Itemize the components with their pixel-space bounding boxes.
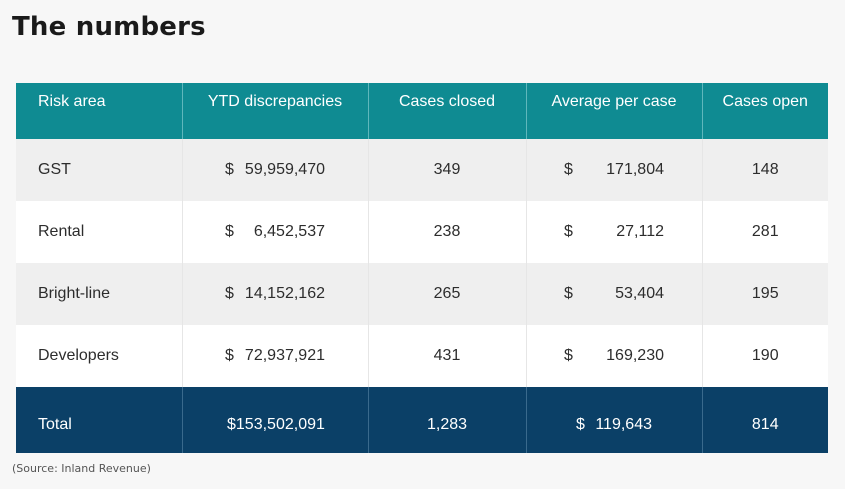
amount: 72,937,921 [244, 347, 325, 364]
currency-symbol: $ [564, 285, 573, 302]
table-row: Developers $ 72,937,921 431 $ 169,230 19… [16, 325, 828, 387]
amount: 6,452,537 [253, 223, 325, 240]
currency-symbol: $ [225, 161, 234, 178]
table-row: GST $ 59,959,470 349 $ 171,804 148 [16, 139, 828, 201]
money-value: $ 72,937,921 [225, 347, 325, 365]
cell-total-average-per-case: $ 119,643 [526, 387, 703, 453]
amount: 119,643 [595, 415, 652, 433]
amount: 171,804 [606, 161, 664, 178]
amount: 14,152,162 [244, 285, 325, 302]
table-row: Rental $ 6,452,537 238 $ 27,112 281 [16, 201, 828, 263]
currency-symbol: $ [564, 161, 573, 178]
currency-symbol: $ [225, 285, 234, 302]
cell-risk-area: Rental [16, 201, 183, 263]
money-value: $ 53,404 [564, 285, 664, 303]
currency-symbol: $ [564, 347, 573, 364]
table-body: GST $ 59,959,470 349 $ 171,804 148 [16, 139, 828, 387]
numbers-table: Risk area YTD discrepancies Cases closed… [16, 83, 828, 453]
header-row: Risk area YTD discrepancies Cases closed… [16, 83, 828, 139]
cell-risk-area: Developers [16, 325, 183, 387]
money-value: $ 169,230 [564, 347, 664, 365]
cell-risk-area: GST [16, 139, 183, 201]
cell-average-per-case: $ 53,404 [526, 263, 703, 325]
cell-cases-open: 148 [702, 139, 828, 201]
cell-average-per-case: $ 27,112 [526, 201, 703, 263]
cell-cases-open: 195 [702, 263, 828, 325]
header-average-per-case: Average per case [526, 83, 703, 139]
money-value: $ 119,643 [576, 416, 652, 434]
currency-symbol: $ [225, 347, 234, 364]
cell-cases-closed: 349 [368, 139, 527, 201]
cell-average-per-case: $ 169,230 [526, 325, 703, 387]
currency-symbol: $ [576, 415, 585, 433]
page-title: The numbers [12, 12, 206, 42]
amount: 59,959,470 [244, 161, 325, 178]
cell-ytd-discrepancies: $ 72,937,921 [182, 325, 369, 387]
cell-total-cases-closed: 1,283 [368, 387, 527, 453]
total-row: Total $ 153,502,091 1,283 $ 119,643 814 [16, 387, 828, 453]
currency-symbol: $ [564, 223, 573, 240]
header-cases-open: Cases open [702, 83, 828, 139]
source-note: (Source: Inland Revenue) [12, 462, 151, 475]
amount: 153,502,091 [235, 415, 325, 433]
header-risk-area: Risk area [16, 83, 183, 139]
table-row: Bright-line $ 14,152,162 265 $ 53,404 19… [16, 263, 828, 325]
cell-total-cases-open: 814 [702, 387, 828, 453]
cell-average-per-case: $ 171,804 [526, 139, 703, 201]
money-value: $ 6,452,537 [225, 223, 325, 241]
currency-symbol: $ [227, 415, 236, 433]
money-value: $ 59,959,470 [225, 161, 325, 179]
cell-total-ytd-discrepancies: $ 153,502,091 [182, 387, 369, 453]
currency-symbol: $ [225, 223, 234, 240]
header-cases-closed: Cases closed [368, 83, 527, 139]
header-ytd-discrepancies: YTD discrepancies [182, 83, 369, 139]
cell-risk-area: Bright-line [16, 263, 183, 325]
cell-cases-closed: 265 [368, 263, 527, 325]
amount: 169,230 [606, 347, 664, 364]
money-value: $ 153,502,091 [227, 415, 325, 434]
numbers-table-container: Risk area YTD discrepancies Cases closed… [16, 83, 828, 453]
amount: 27,112 [616, 223, 664, 240]
cell-ytd-discrepancies: $ 6,452,537 [182, 201, 369, 263]
cell-cases-closed: 431 [368, 325, 527, 387]
cell-ytd-discrepancies: $ 59,959,470 [182, 139, 369, 201]
cell-cases-open: 190 [702, 325, 828, 387]
table-header: Risk area YTD discrepancies Cases closed… [16, 83, 828, 139]
money-value: $ 27,112 [564, 223, 664, 241]
money-value: $ 14,152,162 [225, 285, 325, 303]
cell-cases-open: 281 [702, 201, 828, 263]
cell-total-label: Total [16, 387, 183, 453]
cell-cases-closed: 238 [368, 201, 527, 263]
table-footer: Total $ 153,502,091 1,283 $ 119,643 814 [16, 387, 828, 453]
money-value: $ 171,804 [564, 161, 664, 179]
cell-ytd-discrepancies: $ 14,152,162 [182, 263, 369, 325]
amount: 53,404 [615, 285, 664, 302]
